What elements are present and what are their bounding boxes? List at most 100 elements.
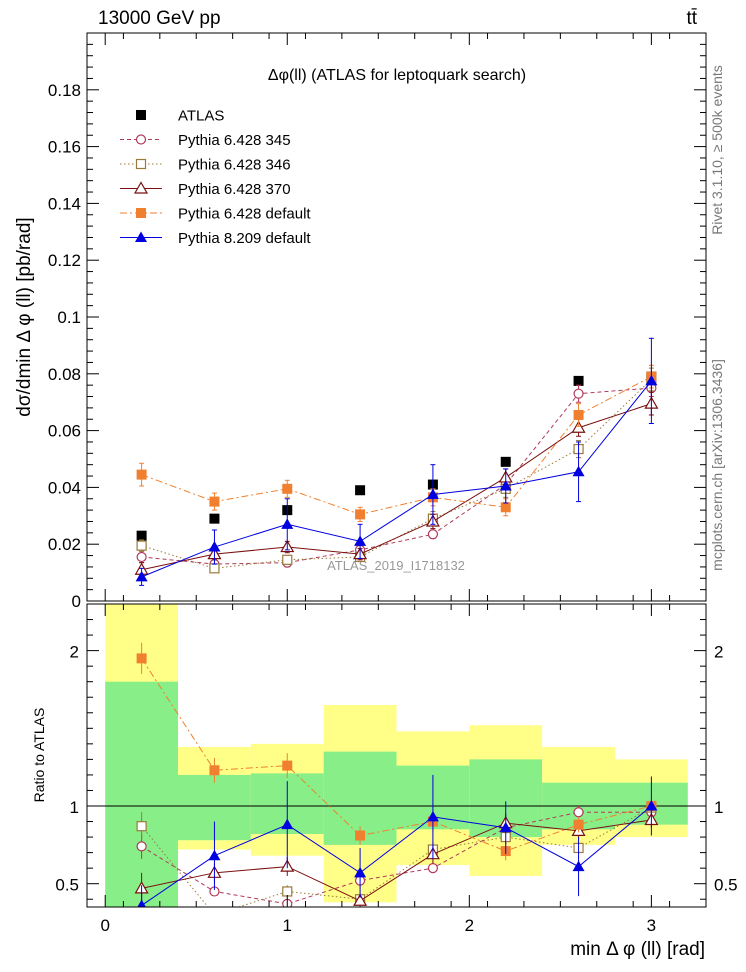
series-line	[141, 376, 652, 515]
ratio-y-tick-label-right: 2	[714, 643, 723, 662]
ratio-data-point	[136, 841, 147, 852]
data-point	[136, 540, 147, 551]
data-point	[281, 518, 294, 529]
ratio-y-tick-label-right: 0.5	[714, 876, 738, 895]
legend-entry-label: Pythia 6.428 346	[178, 157, 291, 174]
data-point	[426, 488, 439, 499]
ratio-frame	[86, 603, 707, 908]
y-tick-label: 0.06	[48, 422, 81, 441]
y-tick-label: 0.18	[48, 81, 81, 100]
side-label-rivet: Rivet 3.1.10, ≥ 500k events	[709, 65, 725, 235]
ratio-series-line	[141, 658, 652, 852]
y-tick-label: 0.14	[48, 194, 81, 213]
legend-marker	[135, 158, 147, 170]
ratio-series-pythia-8-209-default	[137, 774, 658, 907]
ratio-data-point	[645, 800, 658, 811]
ratio-data-point	[354, 866, 367, 878]
data-point	[573, 375, 584, 386]
ratio-y-tick-label: 0.5	[55, 876, 79, 895]
ratio-y-tick-label: 2	[70, 643, 79, 662]
ratio-data-point	[355, 830, 366, 841]
ratio-data-point	[499, 821, 512, 833]
main-panel: ATLAS_2019_I1718132 0 0.02 0.04 0.06 0.08 0.1…	[48, 32, 707, 611]
data-point	[354, 535, 367, 546]
data-point	[136, 551, 147, 563]
ratio-series-line	[141, 805, 652, 906]
data-point	[209, 563, 220, 574]
header-right: tt̄	[686, 8, 697, 29]
data-point	[355, 509, 366, 520]
data-point	[573, 409, 584, 420]
watermark: ATLAS_2019_I1718132	[327, 558, 465, 573]
legend-entry-label: ATLAS	[178, 108, 224, 125]
data-point	[136, 469, 147, 480]
data-point	[571, 420, 586, 433]
x-tick-label: 1	[283, 916, 292, 935]
y-tick-label: 0.1	[57, 308, 81, 327]
y-tick-label: 0.12	[48, 251, 81, 270]
legend: ATLAS Pythia 6.428 345 Pythia 6.428 346 Pyt…	[120, 108, 311, 247]
legend-entry-label: Pythia 6.428 default	[178, 206, 311, 223]
data-point	[573, 388, 584, 399]
legend-marker	[136, 208, 146, 218]
ratio-data-point	[427, 863, 439, 874]
ratio-data-point	[281, 818, 294, 830]
ratio-data-point	[426, 810, 439, 822]
series-pythia-8-209-default	[135, 337, 658, 586]
legend-marker	[135, 134, 147, 145]
ratio-data-point	[209, 765, 220, 776]
ratio-y-axis-label: Ratio to ATLAS	[31, 708, 47, 803]
ratio-series-line	[141, 811, 652, 905]
legend-entry-label: Pythia 8.209 default	[178, 230, 311, 247]
side-label-mcplots: mcplots.cern.ch [arXiv:1306.3436]	[709, 359, 725, 571]
ratio-data-point	[573, 807, 584, 818]
data-point	[645, 374, 658, 386]
legend-marker	[136, 110, 146, 120]
ratio-series-line	[141, 819, 652, 902]
y-tick-label: 0.16	[48, 138, 81, 157]
ratio-data-point	[572, 860, 585, 872]
uncertainty-band-green	[105, 681, 179, 907]
data-point	[209, 513, 220, 524]
data-point	[500, 502, 511, 513]
legend-entry-label: Pythia 6.428 370	[178, 181, 291, 198]
y-tick-label: 0.02	[48, 535, 81, 554]
data-point	[499, 479, 512, 491]
data-point	[209, 496, 220, 507]
y-axis-label: dσ/dmin Δ φ (ll) [pb/rad]	[14, 217, 35, 416]
series-line	[141, 387, 652, 565]
y-tick-label: 0	[72, 592, 81, 611]
x-axis-label: min Δ φ (ll) [rad]	[570, 939, 705, 960]
ratio-data-point	[137, 899, 146, 907]
ratio-y-tick-label: 1	[70, 798, 79, 817]
x-tick-label: 0	[100, 916, 109, 935]
ratio-data-point	[353, 893, 368, 906]
legend-marker	[133, 181, 149, 194]
data-point	[282, 483, 293, 494]
x-tick-label: 2	[465, 916, 474, 935]
data-point	[500, 456, 511, 467]
ratio-data-point	[136, 821, 147, 832]
ratio-data-point	[282, 886, 293, 897]
series-line	[141, 380, 652, 578]
ratio-panel: 0.5 0.5 1 1 2 2 0 1 2 3	[55, 603, 738, 935]
legend-entry-label: Pythia 6.428 345	[178, 132, 291, 149]
series-line	[141, 403, 652, 571]
y-tick-label: 0.04	[48, 478, 81, 497]
data-point	[355, 485, 366, 496]
legend-marker	[135, 231, 147, 242]
data-point	[427, 529, 439, 540]
data-point	[208, 541, 221, 552]
data-point	[572, 465, 585, 477]
y-tick-label: 0.08	[48, 365, 81, 384]
x-tick-label: 3	[647, 916, 656, 935]
ratio-y-tick-label-right: 1	[714, 798, 723, 817]
data-point	[135, 570, 148, 582]
series-line	[141, 379, 652, 569]
data-point	[282, 554, 293, 565]
ratio-data-point	[573, 819, 584, 830]
header-left: 13000 GeV pp	[98, 8, 221, 29]
ratio-data-point	[208, 849, 221, 861]
ratio-series-line	[141, 807, 652, 907]
